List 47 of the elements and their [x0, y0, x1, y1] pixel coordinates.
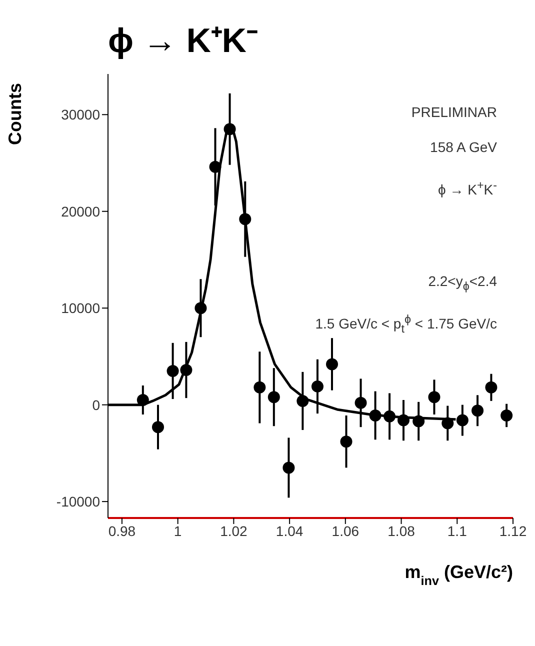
- point: [254, 381, 266, 394]
- y-axis-title: Counts: [4, 83, 25, 145]
- y-tick-label: 0: [92, 396, 100, 413]
- y-tick-label: 30000: [61, 106, 100, 123]
- x-axis-title: m$_{inv}$ (GeV/c²): [404, 562, 514, 588]
- point: [369, 409, 382, 422]
- x-tick-label: 1.04: [276, 522, 304, 539]
- point: [500, 409, 513, 422]
- point: [136, 394, 149, 406]
- point: [282, 462, 295, 474]
- point: [209, 160, 222, 173]
- annotation: 158 A GeV: [430, 139, 497, 156]
- annotation: 2.2<y$_{ϕ}$<2.4: [428, 272, 497, 292]
- point: [194, 302, 207, 314]
- point: [152, 421, 164, 434]
- point: [456, 414, 468, 426]
- point: [268, 391, 280, 404]
- x-tick-label: 1: [174, 522, 182, 539]
- x-tick-label: 0.98: [108, 522, 136, 539]
- point: [472, 404, 484, 417]
- y-tick-label: 10000: [61, 300, 100, 316]
- point: [354, 396, 367, 409]
- point: [224, 123, 236, 136]
- point: [428, 391, 440, 404]
- point: [412, 415, 425, 428]
- x-tick-label: 1.1: [447, 522, 468, 539]
- point: [166, 364, 179, 377]
- x-tick-label: 1.06: [332, 522, 360, 539]
- point: [485, 381, 498, 394]
- chart-title: ϕ → K⁺K⁻: [108, 21, 258, 62]
- x-tick-label: 1.02: [220, 522, 248, 539]
- point: [326, 358, 338, 370]
- point: [239, 213, 252, 226]
- point: [384, 410, 396, 422]
- point: [180, 364, 192, 376]
- annotation: PRELIMINAR: [411, 104, 497, 120]
- y-tick-label: -10000: [56, 494, 100, 510]
- x-tick-label: 1.12: [499, 522, 527, 539]
- x-tick-label: 1.08: [388, 522, 416, 539]
- annotation: 1.5 GeV/c < p$_{t}$$^{ϕ}$ < 1.75 GeV/c: [315, 312, 497, 336]
- point: [442, 417, 454, 430]
- point: [398, 414, 410, 426]
- y-tick-label: 20000: [61, 203, 100, 220]
- point: [340, 436, 352, 448]
- point: [296, 394, 309, 407]
- point: [311, 380, 324, 392]
- annotation: ϕ → K$^{+}$K$^{-}$: [438, 179, 497, 198]
